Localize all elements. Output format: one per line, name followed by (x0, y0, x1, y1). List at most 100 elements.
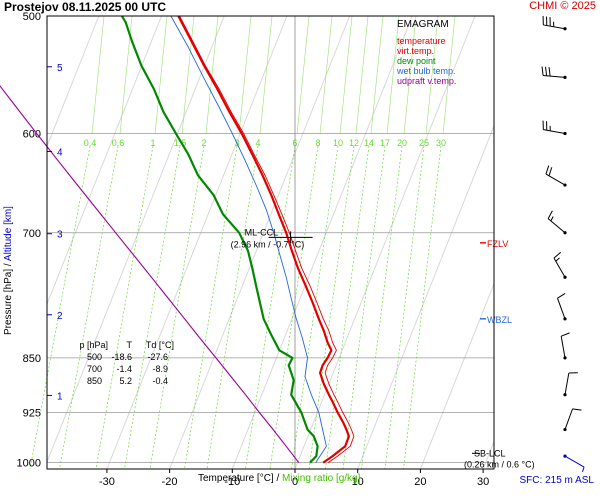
mixing-ratio-line-upper (339, 15, 353, 135)
mixing-ratio-line-upper (370, 15, 384, 135)
pressure-tick-label: 500 (23, 11, 41, 23)
x-tick-label: 0 (292, 476, 298, 488)
table-header-row: p [hPa] T Td [°C] (78, 339, 174, 351)
mixing-ratio-label: 20 (397, 138, 407, 148)
mixing-ratio-label: 4 (255, 138, 260, 148)
mixing-ratio-label: 17 (380, 138, 390, 148)
x-tick-label: 20 (414, 476, 426, 488)
wind-barb-base (563, 393, 567, 397)
isotherm-line (357, 125, 495, 470)
altitude-tick-label: 2 (57, 311, 63, 322)
mixing-ratio-label: 0.6 (112, 138, 125, 148)
pressure-tick-label: 600 (23, 128, 41, 140)
wind-barb-base (563, 183, 567, 187)
legend-item-dew-point: dew point (397, 56, 436, 66)
mixing-ratio-line-upper (259, 15, 273, 135)
table-cell-p: 850 (86, 376, 102, 386)
mixing-ratio-label: 25 (419, 138, 429, 148)
x-tick-label: 30 (477, 476, 489, 488)
wind-barb-base (563, 356, 567, 360)
altitude-tick-label: 5 (57, 63, 63, 74)
wind-barb-feather (548, 167, 553, 176)
table-header-td: Td [°C] (145, 340, 174, 350)
fzlv-label: FZLV (487, 239, 508, 249)
wind-barb-shaft (560, 336, 566, 358)
isotherm-line (169, 15, 351, 470)
altitude-tick-label: 3 (57, 230, 63, 241)
wind-barb-shaft (564, 455, 585, 468)
table-cell-t: 5.2 (119, 376, 132, 386)
mixing-ratio-line-upper (154, 15, 168, 135)
wind-barb-base (563, 231, 567, 235)
mixing-ratio-line-upper (205, 15, 219, 135)
mixing-ratio-line (245, 145, 296, 470)
series-line-virt-temp (179, 15, 355, 463)
sblcl-label: SB-LCL (474, 448, 506, 458)
mixing-ratio-line-upper (296, 15, 310, 135)
isotherm-line (294, 15, 476, 470)
table-cell-td: -8.9 (152, 364, 168, 374)
mixing-ratio-line (184, 145, 238, 470)
table-cell-td: -27.6 (147, 352, 168, 362)
table-header-t: T (126, 340, 133, 350)
wind-barb-feather (555, 257, 560, 262)
isotherm-line (231, 15, 413, 470)
isotherm-line (46, 15, 100, 147)
chart-title: Prostejov 08.11.2025 00 UTC (4, 0, 167, 14)
wind-barb-feather (550, 216, 554, 222)
isotherm-line (106, 15, 288, 470)
y-axis-label-pressure: Pressure [hPa] / (3, 261, 14, 335)
wind-barb-shaft (543, 74, 566, 78)
mixing-ratio-line-upper (425, 15, 439, 135)
x-tick-label: -30 (99, 476, 115, 488)
mixing-ratio-line (269, 145, 319, 470)
wind-barb-feather (560, 332, 570, 337)
x-axis-label-mixing: Mixing ratio [g/kg] (282, 473, 361, 484)
wbzl-label: WBZL (487, 315, 512, 325)
altitude-tick-label: 4 (57, 147, 63, 158)
series-line-temperature (177, 15, 350, 464)
wind-barb-feather (582, 466, 585, 473)
mixing-ratio-line-upper (355, 15, 369, 135)
wind-barb-feather (545, 66, 548, 76)
summary-table: p [hPa] T Td [°C] 500 -18.6 -27.6 700 -1… (78, 339, 174, 387)
mlccl-values: (2.96 km / -0.7 °C) (231, 239, 305, 249)
x-axis-label: Temperature [°C] / Mixing ratio [g/kg] (198, 474, 360, 484)
altitude-tick-label: 1 (57, 391, 63, 402)
mixing-ratio-line (206, 145, 259, 470)
sblcl-values: (0.26 km / 0.6 °C) (464, 459, 535, 469)
wind-barb-shaft (547, 218, 566, 234)
wind-barbs (541, 15, 585, 473)
y-axis-label-altitude: Altitude [km] (3, 206, 14, 262)
table-cell-p: 500 (86, 352, 102, 362)
legend-title: EMAGRAM (397, 19, 449, 30)
wind-barb-feather (557, 292, 566, 299)
mixing-ratio-lines: 0.40.611.52346810121417202530 (29, 15, 456, 470)
wind-barb-shaft (545, 173, 566, 186)
legend-item-wet-bulb: wet bulb temp. (397, 66, 456, 76)
wind-barb-shaft (557, 297, 566, 319)
series-line-udpraft-v-temp (0, 85, 300, 463)
wind-barb-shaft (543, 24, 566, 30)
wind-barb-base (563, 454, 567, 458)
wind-barb-feather (545, 165, 550, 175)
series-line-dew-point (120, 15, 319, 464)
plot-frame (46, 15, 495, 470)
x-tick-label: 10 (352, 476, 364, 488)
mlccl-label: ML-CCL (245, 227, 279, 237)
wind-barb-base (563, 131, 567, 136)
wind-barb-base (563, 317, 567, 321)
x-tick-label: -10 (224, 476, 240, 488)
mixing-ratio-line (95, 145, 154, 470)
x-axis-label-temperature: Temperature [°C] / (198, 473, 283, 484)
y-axis-label: Pressure [hPa] / Altitude [km] (3, 206, 14, 335)
wind-barb-feather (548, 67, 551, 77)
mixing-ratio-label: 2 (201, 138, 206, 148)
pressure-tick-label: 925 (23, 407, 41, 419)
wind-barb-feather (541, 66, 544, 76)
profile-lines (0, 15, 355, 464)
mixing-ratio-label: 12 (349, 138, 359, 148)
mixing-ratio-label: 30 (436, 138, 446, 148)
